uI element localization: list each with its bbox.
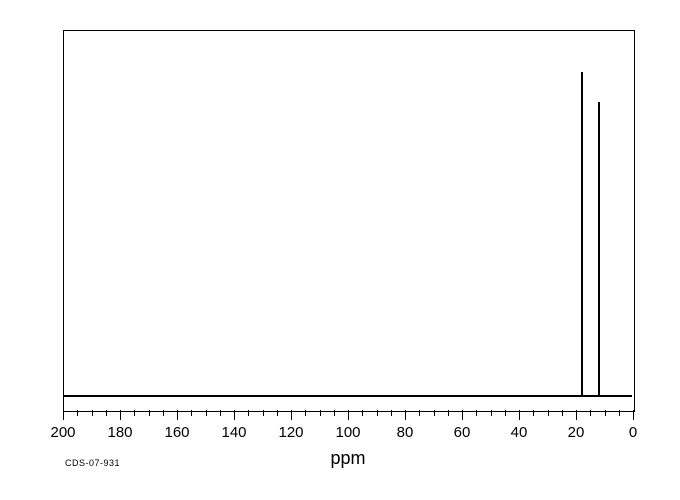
x-tick-minor (448, 410, 449, 416)
x-tick-major (576, 410, 577, 420)
x-tick-label: 0 (629, 424, 637, 441)
x-tick-major (633, 410, 634, 420)
x-tick-minor (320, 410, 321, 416)
x-tick-major (120, 410, 121, 420)
x-tick-minor (149, 410, 150, 416)
nmr-chart-container: 200180160140120100806040200 ppm CDS-07-9… (0, 0, 680, 500)
x-axis-label: ppm (330, 448, 365, 469)
x-tick-minor (377, 410, 378, 416)
x-tick-major (462, 410, 463, 420)
x-tick-minor (562, 410, 563, 416)
x-tick-major (348, 410, 349, 420)
x-tick-major (291, 410, 292, 420)
x-tick-minor (334, 410, 335, 416)
x-tick-label: 120 (278, 424, 303, 441)
x-tick-label: 180 (107, 424, 132, 441)
x-tick-minor (277, 410, 278, 416)
x-tick-minor (548, 410, 549, 416)
x-tick-major (234, 410, 235, 420)
x-tick-minor (362, 410, 363, 416)
x-tick-minor (191, 410, 192, 416)
x-tick-major (177, 410, 178, 420)
x-tick-minor (434, 410, 435, 416)
spectrum-baseline (64, 395, 632, 397)
sample-id-label: CDS-07-931 (65, 458, 120, 468)
x-tick-minor (134, 410, 135, 416)
x-tick-minor (106, 410, 107, 416)
x-tick-label: 80 (397, 424, 414, 441)
spectrum-peak (581, 72, 583, 395)
x-tick-major (519, 410, 520, 420)
x-tick-minor (77, 410, 78, 416)
x-tick-minor (220, 410, 221, 416)
x-tick-minor (391, 410, 392, 416)
x-tick-major (63, 410, 64, 420)
x-tick-minor (92, 410, 93, 416)
x-tick-minor (605, 410, 606, 416)
x-tick-label: 200 (50, 424, 75, 441)
x-tick-label: 40 (511, 424, 528, 441)
x-tick-major (405, 410, 406, 420)
x-tick-label: 60 (454, 424, 471, 441)
x-tick-label: 20 (568, 424, 585, 441)
x-tick-minor (533, 410, 534, 416)
x-tick-minor (619, 410, 620, 416)
spectrum-peak (598, 102, 600, 395)
x-tick-minor (163, 410, 164, 416)
x-tick-label: 100 (335, 424, 360, 441)
x-tick-label: 160 (164, 424, 189, 441)
x-tick-minor (419, 410, 420, 416)
x-tick-minor (505, 410, 506, 416)
x-tick-minor (248, 410, 249, 416)
x-tick-minor (305, 410, 306, 416)
plot-area (63, 30, 635, 412)
x-tick-minor (491, 410, 492, 416)
x-tick-minor (206, 410, 207, 416)
x-tick-label: 140 (221, 424, 246, 441)
x-tick-minor (263, 410, 264, 416)
x-tick-minor (476, 410, 477, 416)
x-tick-minor (590, 410, 591, 416)
